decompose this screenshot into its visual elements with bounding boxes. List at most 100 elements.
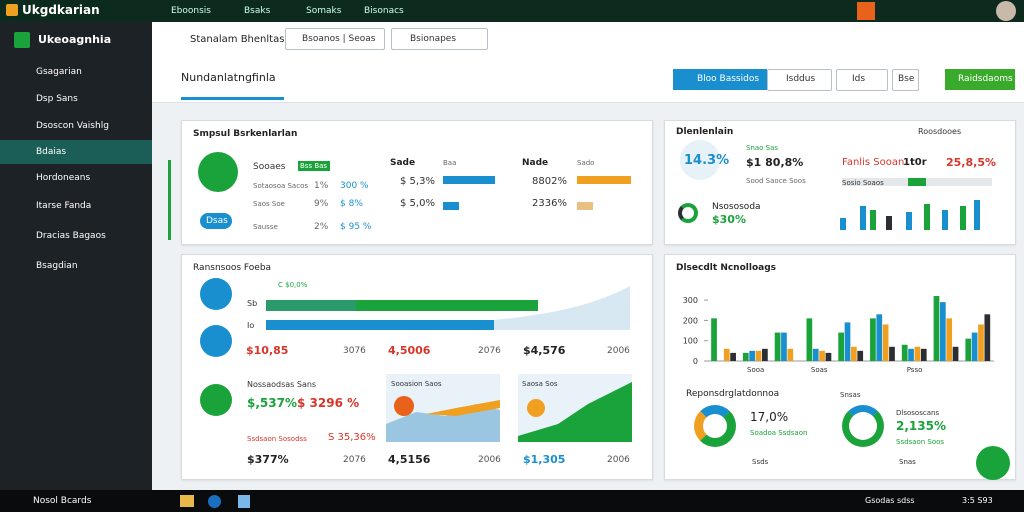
label: $ 5,0% bbox=[400, 198, 435, 209]
avatar[interactable] bbox=[996, 1, 1016, 21]
summary-panel bbox=[181, 120, 653, 245]
button-label: Bloo Bassidos bbox=[697, 74, 760, 84]
label: C $0,0% bbox=[278, 281, 308, 289]
taskbar-icon[interactable] bbox=[208, 495, 221, 508]
bar bbox=[774, 332, 781, 361]
label: 8802% bbox=[532, 176, 567, 187]
label: Saos Soe bbox=[253, 200, 285, 208]
app-name: Ukgdkarian bbox=[22, 3, 100, 17]
bar bbox=[844, 322, 851, 361]
dropdown[interactable] bbox=[285, 28, 385, 50]
nav-item: Itarse Fanda bbox=[36, 201, 92, 211]
label: 2,135% bbox=[896, 419, 946, 433]
tab: Eboonsis bbox=[171, 6, 211, 16]
button[interactable] bbox=[945, 69, 1015, 90]
label: Fanlis Sooan bbox=[842, 157, 905, 168]
status: Gsodas sdss bbox=[865, 496, 915, 505]
button-label: Ids bbox=[852, 74, 866, 84]
label: 17,0% bbox=[750, 410, 789, 424]
tab-underline bbox=[181, 97, 284, 100]
tab: Somaks bbox=[306, 6, 342, 16]
nav-item: Dsp Sans bbox=[36, 94, 78, 104]
bar bbox=[787, 348, 794, 361]
bar bbox=[812, 348, 819, 361]
button-label: Isddus bbox=[786, 74, 816, 84]
bar bbox=[889, 346, 895, 361]
label: 1% bbox=[314, 181, 329, 191]
button-label: Raidsdaoms bbox=[958, 74, 1013, 84]
label: Sotaosoa Sacos bbox=[253, 182, 308, 190]
bar bbox=[901, 344, 908, 361]
taskbar-icon[interactable] bbox=[238, 495, 250, 508]
bar-chart: 0 100 200 300 Sooa Soas Psso bbox=[683, 296, 994, 374]
label: 2006 bbox=[478, 455, 501, 465]
label: Dlenlenlain bbox=[676, 127, 734, 137]
y-tick-label: 200 bbox=[683, 316, 698, 325]
taskbar-icon[interactable] bbox=[180, 495, 194, 507]
button[interactable] bbox=[673, 69, 767, 90]
bar bbox=[882, 324, 889, 361]
label: 2% bbox=[314, 222, 329, 232]
icon bbox=[200, 325, 232, 357]
fab[interactable] bbox=[976, 446, 1010, 480]
nav-item: Dracias Bagaos bbox=[36, 231, 106, 241]
brand: Ukeoagnhia bbox=[38, 33, 112, 46]
label: $ 5,3% bbox=[400, 176, 435, 187]
progress bbox=[443, 202, 459, 210]
x-tick-label: Soas bbox=[811, 366, 828, 374]
progress bbox=[443, 176, 495, 184]
bar bbox=[755, 350, 762, 361]
label: 2006 bbox=[607, 455, 630, 465]
bar bbox=[908, 348, 914, 361]
label: $1,305 bbox=[523, 453, 566, 466]
button[interactable] bbox=[836, 69, 888, 91]
label: Sooasion Saos bbox=[391, 380, 442, 388]
label: Nsososoda bbox=[712, 202, 761, 212]
label: Dlsecdlt Ncnolloags bbox=[676, 263, 776, 273]
button[interactable] bbox=[892, 69, 919, 91]
bar bbox=[952, 346, 959, 361]
icon bbox=[200, 384, 232, 416]
label: Sade bbox=[390, 158, 416, 168]
label: Saosa Sos bbox=[522, 380, 558, 388]
progress bbox=[908, 178, 926, 186]
bar bbox=[876, 314, 883, 361]
tab: Bsaks bbox=[244, 6, 271, 16]
bar bbox=[920, 348, 927, 361]
area-chart bbox=[518, 374, 632, 442]
label: $4,576 bbox=[523, 344, 566, 357]
nav-item: Gsagarian bbox=[36, 67, 82, 77]
dropdown[interactable] bbox=[391, 28, 488, 50]
label: 1t0r bbox=[903, 157, 927, 168]
icon bbox=[198, 152, 238, 192]
donut bbox=[694, 405, 736, 447]
button[interactable] bbox=[767, 69, 832, 91]
label: 3076 bbox=[343, 346, 366, 356]
bar bbox=[781, 332, 787, 361]
label: Ssdsaon Soos bbox=[896, 438, 945, 446]
active-item bbox=[0, 140, 152, 164]
panel-title: Smpsul Bsrkenlarlan bbox=[193, 129, 298, 139]
label: $,537% bbox=[247, 396, 297, 410]
mini-donut bbox=[678, 203, 698, 223]
sidebar bbox=[0, 22, 152, 490]
label: 2076 bbox=[478, 346, 501, 356]
mini-bars bbox=[840, 200, 980, 230]
label: 9% bbox=[314, 199, 329, 209]
label: $ 3296 % bbox=[297, 396, 360, 410]
label: Sausse bbox=[253, 223, 278, 231]
label: 2336% bbox=[532, 198, 567, 209]
badge bbox=[200, 213, 232, 229]
taskbar-label: Nosol Bcards bbox=[33, 496, 92, 506]
bar bbox=[838, 332, 845, 361]
y-tick-label: 300 bbox=[683, 296, 698, 305]
clock: 3:5 S93 bbox=[962, 496, 993, 505]
dropdown-label: Bsoanos | Seoas bbox=[302, 34, 376, 44]
nav-item: Bdaias bbox=[36, 147, 67, 157]
notify-icon[interactable] bbox=[857, 2, 875, 20]
label: Io bbox=[247, 321, 255, 330]
forecast-panel bbox=[181, 254, 653, 480]
label: Snas bbox=[899, 458, 916, 466]
bar bbox=[857, 350, 864, 361]
